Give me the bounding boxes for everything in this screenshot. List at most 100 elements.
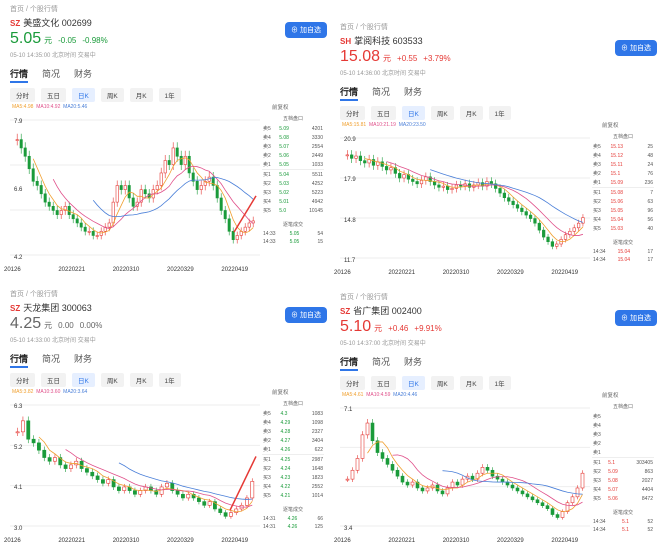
tab-0[interactable]: 行情 — [10, 354, 29, 368]
period-tab-0[interactable]: 分时 — [340, 376, 365, 390]
x-tick-label: 20220329 — [167, 267, 194, 273]
add-watchlist-button[interactable]: ⊕ 加自选 — [285, 307, 327, 323]
period-tab-2[interactable]: 日K — [72, 373, 95, 387]
candle — [75, 218, 79, 224]
candle — [159, 486, 164, 495]
period-tab-4[interactable]: 月K — [129, 88, 153, 102]
candle — [560, 511, 565, 518]
tab-1[interactable]: 简况 — [372, 87, 391, 97]
order-level: 买5 — [263, 493, 271, 499]
kline-chart[interactable] — [10, 400, 260, 536]
order-price: 5.09 — [279, 125, 289, 132]
candle — [67, 206, 71, 215]
period-tab-2[interactable]: 日K — [402, 106, 425, 120]
candle — [15, 139, 19, 141]
candle — [542, 229, 546, 238]
order-level: 卖2 — [593, 441, 601, 447]
y-tick-label: 17.9 — [344, 177, 356, 184]
candle — [183, 155, 187, 165]
period-tab-2[interactable]: 日K — [72, 88, 95, 102]
period-tab-5[interactable]: 1年 — [488, 106, 511, 120]
candle — [154, 490, 159, 495]
tab-2[interactable]: 财务 — [74, 354, 93, 364]
order-price: 4.22 — [280, 483, 291, 490]
change: +0.46 — [388, 324, 409, 333]
add-watchlist-button[interactable]: ⊕ 加自选 — [285, 22, 327, 38]
candle — [79, 222, 83, 228]
change-pct: +3.79% — [423, 54, 451, 63]
candle — [580, 472, 585, 489]
period-tab-1[interactable]: 五日 — [371, 376, 396, 390]
period-tab-5[interactable]: 1年 — [158, 88, 181, 102]
period-tab-4[interactable]: 月K — [129, 373, 153, 387]
period-tab-4[interactable]: 月K — [459, 106, 483, 120]
kline-chart[interactable] — [340, 133, 590, 268]
adjust-mode[interactable]: 前复权 — [602, 393, 619, 399]
adjust-mode[interactable]: 前复权 — [602, 123, 619, 129]
order-price: 5.06 — [279, 152, 289, 159]
period-tab-2[interactable]: 日K — [402, 376, 425, 390]
order-row: 买2 15.06 63 — [592, 197, 654, 206]
tab-2[interactable]: 财务 — [74, 69, 93, 79]
tab-1[interactable]: 简况 — [42, 69, 61, 79]
period-tab-1[interactable]: 五日 — [371, 106, 396, 120]
order-row: 卖3 15.11 24 — [592, 160, 654, 169]
candle — [139, 189, 143, 203]
candle — [528, 214, 533, 219]
add-watchlist-label: 加自选 — [629, 315, 651, 322]
period-tab-1[interactable]: 五日 — [41, 373, 66, 387]
tab-1[interactable]: 简况 — [372, 357, 391, 367]
adjust-mode[interactable]: 前复权 — [272, 390, 289, 396]
candle — [520, 490, 525, 495]
tab-1[interactable]: 简况 — [42, 354, 61, 364]
candle — [90, 471, 95, 477]
annotation-arrow — [233, 195, 257, 233]
ma-line — [65, 449, 253, 508]
tab-2[interactable]: 财务 — [404, 87, 423, 97]
tab-0[interactable]: 行情 — [10, 69, 29, 83]
candle — [111, 201, 115, 224]
order-price: 15.13 — [610, 143, 624, 150]
period-tab-0[interactable]: 分时 — [340, 106, 365, 120]
tab-0[interactable]: 行情 — [340, 357, 359, 371]
candle — [507, 197, 511, 202]
period-tab-0[interactable]: 分时 — [10, 88, 35, 102]
order-row: 买5 5.0 10145 — [262, 206, 324, 215]
candle — [576, 222, 581, 229]
order-row: 卖4 4.29 1098 — [262, 418, 324, 427]
period-tab-0[interactable]: 分时 — [10, 373, 35, 387]
period-tab-3[interactable]: 周K — [100, 373, 124, 387]
period-tab-1[interactable]: 五日 — [41, 88, 66, 102]
kline-chart[interactable] — [10, 115, 260, 265]
order-row: 买1 5.1 303405 — [592, 457, 654, 468]
kline-chart[interactable] — [340, 403, 590, 536]
order-price: 5.02 — [279, 189, 289, 196]
period-tab-3[interactable]: 周K — [430, 106, 454, 120]
period-tab-3[interactable]: 周K — [430, 376, 454, 390]
order-row: 买5 5.06 8472 — [592, 494, 654, 503]
tab-0[interactable]: 行情 — [340, 87, 359, 101]
order-row: 卖4 15.12 48 — [592, 151, 654, 160]
tab-2[interactable]: 财务 — [404, 357, 423, 367]
order-price: 4.25 — [280, 456, 291, 463]
candle — [87, 231, 91, 233]
candle — [85, 468, 89, 473]
candle — [95, 235, 99, 237]
period-tab-5[interactable]: 1年 — [158, 373, 181, 387]
period-tab-4[interactable]: 月K — [459, 376, 483, 390]
x-tick-label: 20220310 — [112, 538, 140, 544]
quote-time: 05-10 14:35:00 北京时间 交易中 — [10, 53, 96, 59]
candle — [31, 438, 36, 444]
order-volume: 4942 — [311, 198, 323, 205]
order-volume — [625, 439, 654, 448]
add-watchlist-button[interactable]: ⊕ 加自选 — [615, 40, 657, 56]
candle — [133, 490, 137, 495]
candle — [502, 192, 507, 199]
adjust-mode[interactable]: 前复权 — [272, 105, 289, 111]
period-tab-5[interactable]: 1年 — [488, 376, 511, 390]
x-tick-label: 20126 — [334, 270, 351, 276]
period-tab-3[interactable]: 周K — [100, 88, 124, 102]
add-watchlist-button[interactable]: ⊕ 加自选 — [615, 310, 657, 326]
trade-time: 14:34 — [593, 519, 606, 525]
order-row: 卖5 5.09 4201 — [262, 124, 324, 133]
